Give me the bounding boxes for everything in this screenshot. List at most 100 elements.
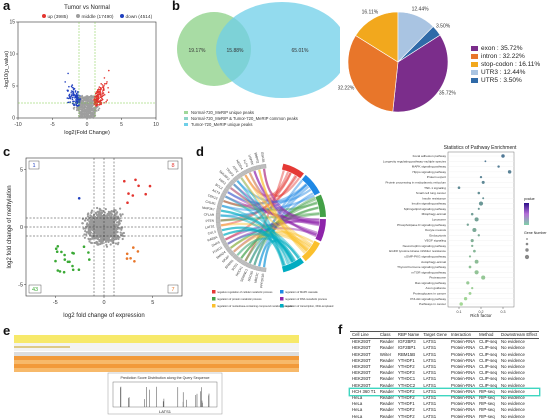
chord-ribbon <box>262 239 300 268</box>
volcano-point <box>77 92 79 94</box>
enrichment-point <box>466 281 470 285</box>
chord-gene-arc <box>220 237 227 244</box>
enrichment-point <box>497 165 500 168</box>
chord-gene-arc <box>245 262 252 269</box>
pie-slice-intron <box>347 35 399 113</box>
volcano-point <box>99 88 101 91</box>
chord-arcs <box>215 163 326 273</box>
volcano-point <box>107 87 109 89</box>
volcano-point <box>69 101 72 103</box>
volcano-point <box>74 104 76 106</box>
highlighted-point <box>88 258 91 261</box>
chord-gene-arc <box>240 260 248 267</box>
volcano-point <box>66 89 69 92</box>
quadrant-point <box>94 220 97 224</box>
quadrant-point <box>89 214 92 217</box>
volcano-point <box>97 98 99 100</box>
volcano-ylabel: -log10(p_value) <box>4 51 10 89</box>
chord-ribbon <box>236 180 312 203</box>
panel-d: d PPP2R1B UBE3C SOCS5 SERINC1 ROCK1 SOS1 BRMS1… <box>190 142 554 322</box>
table-cell: No evidence <box>501 370 525 376</box>
quadrant-point <box>84 217 87 220</box>
chord-gene-arc <box>232 175 239 183</box>
volcano-point <box>102 94 105 97</box>
table-cell: Protein-RNA <box>450 357 476 363</box>
volcano-point <box>87 108 90 110</box>
size-legend-title: Gene Number <box>524 231 547 235</box>
quadrant-point <box>83 219 86 222</box>
chord-gene-arc <box>260 267 267 272</box>
volcano-title: Tumor vs Normal <box>64 5 110 11</box>
table-cell: No evidence <box>501 364 525 370</box>
volcano-point <box>72 87 75 89</box>
quadrant-point <box>100 233 104 236</box>
quadrant-point <box>98 207 101 210</box>
table-cell: YTHDF3 <box>397 370 415 376</box>
table-cell: HeLa <box>352 395 363 401</box>
volcano-point <box>84 105 87 108</box>
volcano-point <box>66 97 69 99</box>
chord-gene-label: PAK2 <box>218 178 227 186</box>
chord-gene-arc <box>255 164 262 170</box>
column-header: Class <box>377 330 396 340</box>
y-tick-label: 5 <box>12 84 15 90</box>
volcano-point <box>72 96 74 99</box>
chord-ribbon <box>220 209 301 259</box>
volcano-point <box>93 107 95 109</box>
enrichment-point <box>463 297 468 301</box>
enrichment-pathway-label: Small cell lung cancer <box>416 191 446 195</box>
panel-label-b: b <box>172 0 180 13</box>
table-cell: HeLa <box>352 407 363 413</box>
chord-gene-arc <box>217 202 223 208</box>
volcano-point <box>98 104 100 106</box>
highlighted-point <box>72 252 75 255</box>
quadrant-point <box>96 219 99 222</box>
volcano-point <box>91 101 94 103</box>
enrichment-pathway-label: Focal adhesion pathway <box>413 154 447 158</box>
chord-gene-label: SMAD4 <box>215 250 226 260</box>
chord-ribbon <box>236 180 285 266</box>
enrichment-pathway-label: mTOR signaling pathway <box>411 270 446 274</box>
quadrant-points <box>54 178 152 274</box>
chord-ribbon <box>221 226 286 266</box>
quadrant-point <box>97 235 100 238</box>
volcano-point <box>74 95 77 97</box>
volcano-point <box>86 97 89 99</box>
table-cell: Reader <box>379 376 394 382</box>
chord-ribbon <box>236 237 291 264</box>
chord-gene-labels: PPP2R1BUBE3CSOCS5SERINC1ROCK1SOS1BRMS1NK… <box>202 152 265 288</box>
panel-c: c 1 8 43 7 -5 0 5 -5 0 5 log2 fold change of … <box>0 142 190 322</box>
quadrant-point <box>100 211 103 214</box>
volcano-point <box>89 113 91 115</box>
chord-ribbon <box>221 204 293 263</box>
quadrant-point <box>111 227 114 230</box>
volcano-point <box>92 97 95 99</box>
chord-ribbon <box>233 230 314 253</box>
chord-gene-label: AKT3 <box>212 188 221 195</box>
chord-legend-label: regulation of nucleobase-containing comp… <box>217 304 293 308</box>
chord-gene-label: PPP2R1B <box>259 273 265 288</box>
volcano-point <box>76 97 78 99</box>
table-row: HeLa Reader YTHDF2 LATS1 Protein-RNA RIP-seq N… <box>350 407 539 413</box>
table-row: HeLa Reader YTHDF2 LATS1 Protein-RNA RIP-seq N… <box>350 395 539 401</box>
chord-gene-label: GSK3B <box>260 152 265 163</box>
panel-e: e Prediction Score Distribution along th… <box>0 323 300 415</box>
quadrant-point <box>102 215 105 218</box>
chord-ribbon <box>258 192 314 267</box>
chord-gene-arc <box>255 266 262 272</box>
prediction-chart-title: Prediction Score Distribution along the … <box>120 376 209 380</box>
volcano-point <box>97 109 100 111</box>
x-tick-label: -5 <box>53 300 58 306</box>
quadrant-point <box>86 218 89 221</box>
table-cell: Protein-RNA <box>450 401 476 407</box>
enrichment-point <box>479 175 483 179</box>
chord-gene-label: DHX9 <box>211 240 221 247</box>
chord-category-arc <box>281 257 304 273</box>
table-cell: HCH 360 T1 <box>352 388 376 394</box>
enrichment-pathway-label: TNF-1 signaling <box>424 186 446 190</box>
enrichment-point <box>501 154 505 158</box>
quadrant-point <box>121 226 124 229</box>
enrichment-point <box>470 239 474 243</box>
volcano-point <box>101 98 104 101</box>
table-cell: No evidence <box>501 345 525 351</box>
